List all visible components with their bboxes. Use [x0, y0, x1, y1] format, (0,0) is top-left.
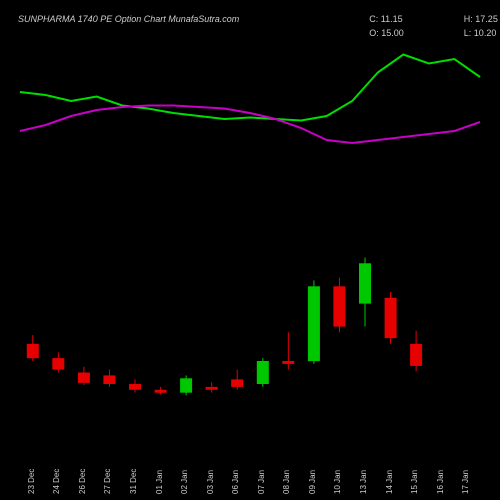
candle-body [78, 373, 90, 383]
candle-body [308, 286, 320, 361]
candle-body [385, 298, 397, 338]
chart-svg [0, 0, 500, 500]
candle-layer [27, 258, 422, 396]
candle-body [231, 379, 243, 387]
chart-title-block: SUNPHARMA 1740 PE Option Chart MunafaSut… [18, 14, 239, 38]
ohlc-close: C: 11.15 [369, 14, 404, 24]
chart-header: SUNPHARMA 1740 PE Option Chart MunafaSut… [0, 14, 500, 38]
indicator-line [20, 106, 480, 144]
candle-body [180, 378, 192, 392]
candle-body [206, 387, 218, 390]
lines-layer [20, 55, 480, 144]
candle-body [103, 375, 115, 384]
candle-body [410, 344, 422, 366]
indicator-line [20, 55, 480, 121]
candle-body [27, 344, 39, 358]
candle-body [282, 361, 294, 364]
chart-title: SUNPHARMA 1740 PE Option Chart MunafaSut… [18, 14, 239, 24]
ohlc-low: L: 10.20 [464, 28, 498, 38]
candle-body [155, 390, 167, 393]
candle-body [333, 286, 345, 326]
ohlc-open: O: 15.00 [369, 28, 404, 38]
chart-root: SUNPHARMA 1740 PE Option Chart MunafaSut… [0, 0, 500, 500]
ohlc-block: C: 11.15 H: 17.25 O: 15.00 L: 10.20 [369, 14, 498, 38]
candle-body [257, 361, 269, 384]
ohlc-high: H: 17.25 [464, 14, 498, 24]
candle-body [52, 358, 64, 370]
candle-body [359, 263, 371, 303]
candle-body [129, 384, 141, 390]
